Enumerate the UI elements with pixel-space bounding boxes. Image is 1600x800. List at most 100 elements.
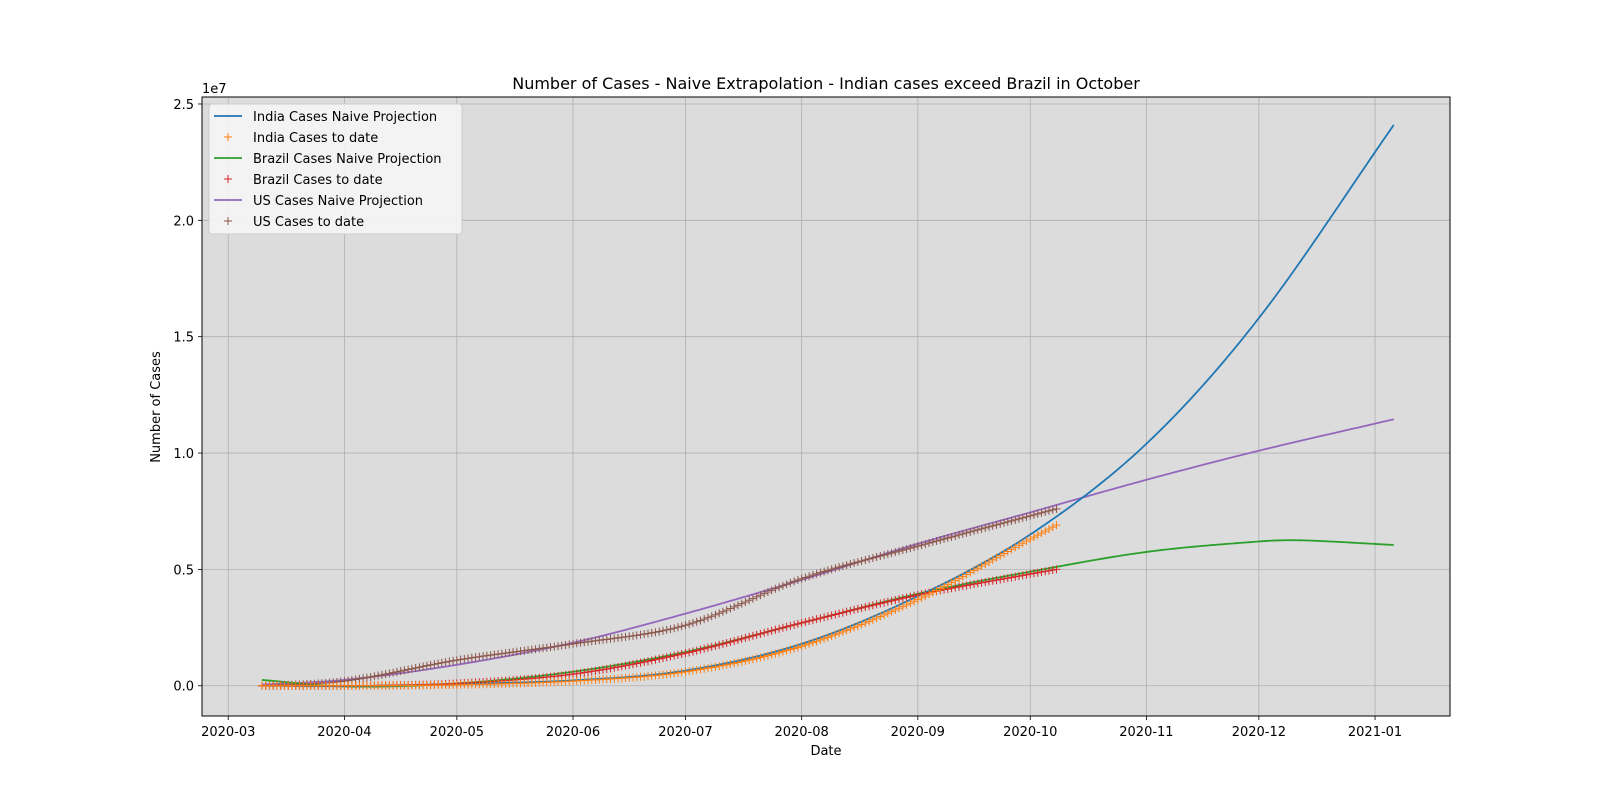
data-point: [891, 548, 900, 557]
data-point: [973, 525, 982, 534]
data-point: [467, 653, 476, 662]
series-layer: [257, 124, 1395, 690]
data-point: [640, 630, 649, 639]
data-point: [441, 658, 450, 667]
data-point: [602, 664, 611, 673]
data-point: [932, 537, 941, 546]
y-axis-label: Number of Cases: [149, 351, 164, 463]
data-point: [1048, 566, 1057, 575]
data-point: [778, 581, 787, 590]
data-point: [703, 664, 712, 673]
data-point: [1030, 533, 1038, 542]
data-point: [985, 557, 994, 566]
data-point: [426, 660, 435, 669]
data-point: [842, 561, 851, 570]
y-tick-label: 2.5: [173, 98, 194, 113]
legend-item: India Cases to date: [224, 131, 378, 146]
data-point: [943, 580, 952, 589]
data-point: [718, 607, 727, 616]
data-point: [572, 669, 581, 678]
data-point: [996, 551, 1005, 560]
data-point: [1007, 573, 1016, 582]
data-point: [977, 524, 986, 533]
data-point: [733, 658, 742, 667]
data-point: [996, 519, 1005, 528]
data-point: [981, 523, 990, 532]
data-point: [883, 597, 892, 606]
data-point: [1044, 525, 1053, 534]
data-point: [1003, 547, 1012, 556]
data-point: [572, 639, 581, 648]
legend-item: Brazil Cases to date: [224, 173, 383, 188]
data-point: [576, 669, 585, 678]
data-point: [846, 624, 855, 633]
x-tick-label: 2020-03: [201, 725, 255, 740]
data-point: [449, 656, 458, 665]
x-tick-label: 2020-07: [658, 725, 712, 740]
data-point: [812, 569, 821, 578]
data-point: [887, 596, 896, 605]
data-point: [741, 597, 750, 606]
data-point: [1037, 529, 1046, 538]
data-point: [715, 640, 724, 649]
data-point: [880, 610, 889, 619]
data-point: [703, 613, 712, 622]
data-point: [853, 604, 862, 613]
data-point: [670, 669, 679, 678]
data-point: [1052, 565, 1061, 574]
data-point: [625, 632, 634, 641]
data-point: [973, 579, 982, 588]
data-point: [692, 617, 701, 626]
data-point: [1015, 541, 1024, 550]
data-point: [685, 648, 694, 657]
data-point: [786, 621, 795, 630]
data-point: [805, 639, 814, 648]
data-point: [913, 542, 922, 551]
data-point: [359, 674, 368, 683]
data-point: [943, 533, 952, 542]
data-point: [482, 651, 491, 660]
data-point: [925, 539, 934, 548]
data-point: [793, 619, 802, 628]
data-point: [771, 584, 780, 593]
x-tick-label: 2020-12: [1232, 725, 1286, 740]
data-point: [962, 528, 971, 537]
data-point: [823, 633, 832, 642]
data-point: [636, 658, 645, 667]
data-point: [1011, 572, 1020, 581]
data-point: [385, 669, 394, 678]
data-point: [711, 610, 720, 619]
y-axis: 0.0 0.5 1.0 1.5 2.0 2.5: [173, 98, 202, 695]
data-point: [805, 617, 814, 626]
legend-label: Brazil Cases to date: [253, 173, 383, 188]
data-point: [857, 603, 866, 612]
data-point: [437, 658, 446, 667]
data-point: [932, 586, 941, 595]
data-point: [835, 629, 844, 638]
data-point: [673, 623, 682, 632]
data-point: [726, 604, 735, 613]
data-point: [730, 636, 739, 645]
data-point: [1003, 517, 1012, 526]
legend-box: [208, 103, 463, 235]
data-point: [632, 631, 641, 640]
data-point: [745, 596, 754, 605]
data-point: [1018, 539, 1027, 548]
data-point: [936, 535, 945, 544]
data-point: [1003, 574, 1012, 583]
data-point: [917, 593, 926, 602]
y-tick-label: 1.0: [173, 447, 194, 462]
data-point: [1033, 531, 1042, 540]
data-point: [756, 591, 765, 600]
data-point: [966, 568, 975, 577]
data-point: [812, 615, 821, 624]
data-point: [808, 570, 817, 579]
data-point: [479, 652, 488, 661]
data-point: [872, 553, 881, 562]
data-point: [940, 534, 949, 543]
data-point: [1048, 505, 1057, 514]
data-point: [681, 667, 690, 676]
data-point: [715, 662, 724, 671]
data-point: [715, 609, 724, 618]
data-point: [756, 653, 765, 662]
